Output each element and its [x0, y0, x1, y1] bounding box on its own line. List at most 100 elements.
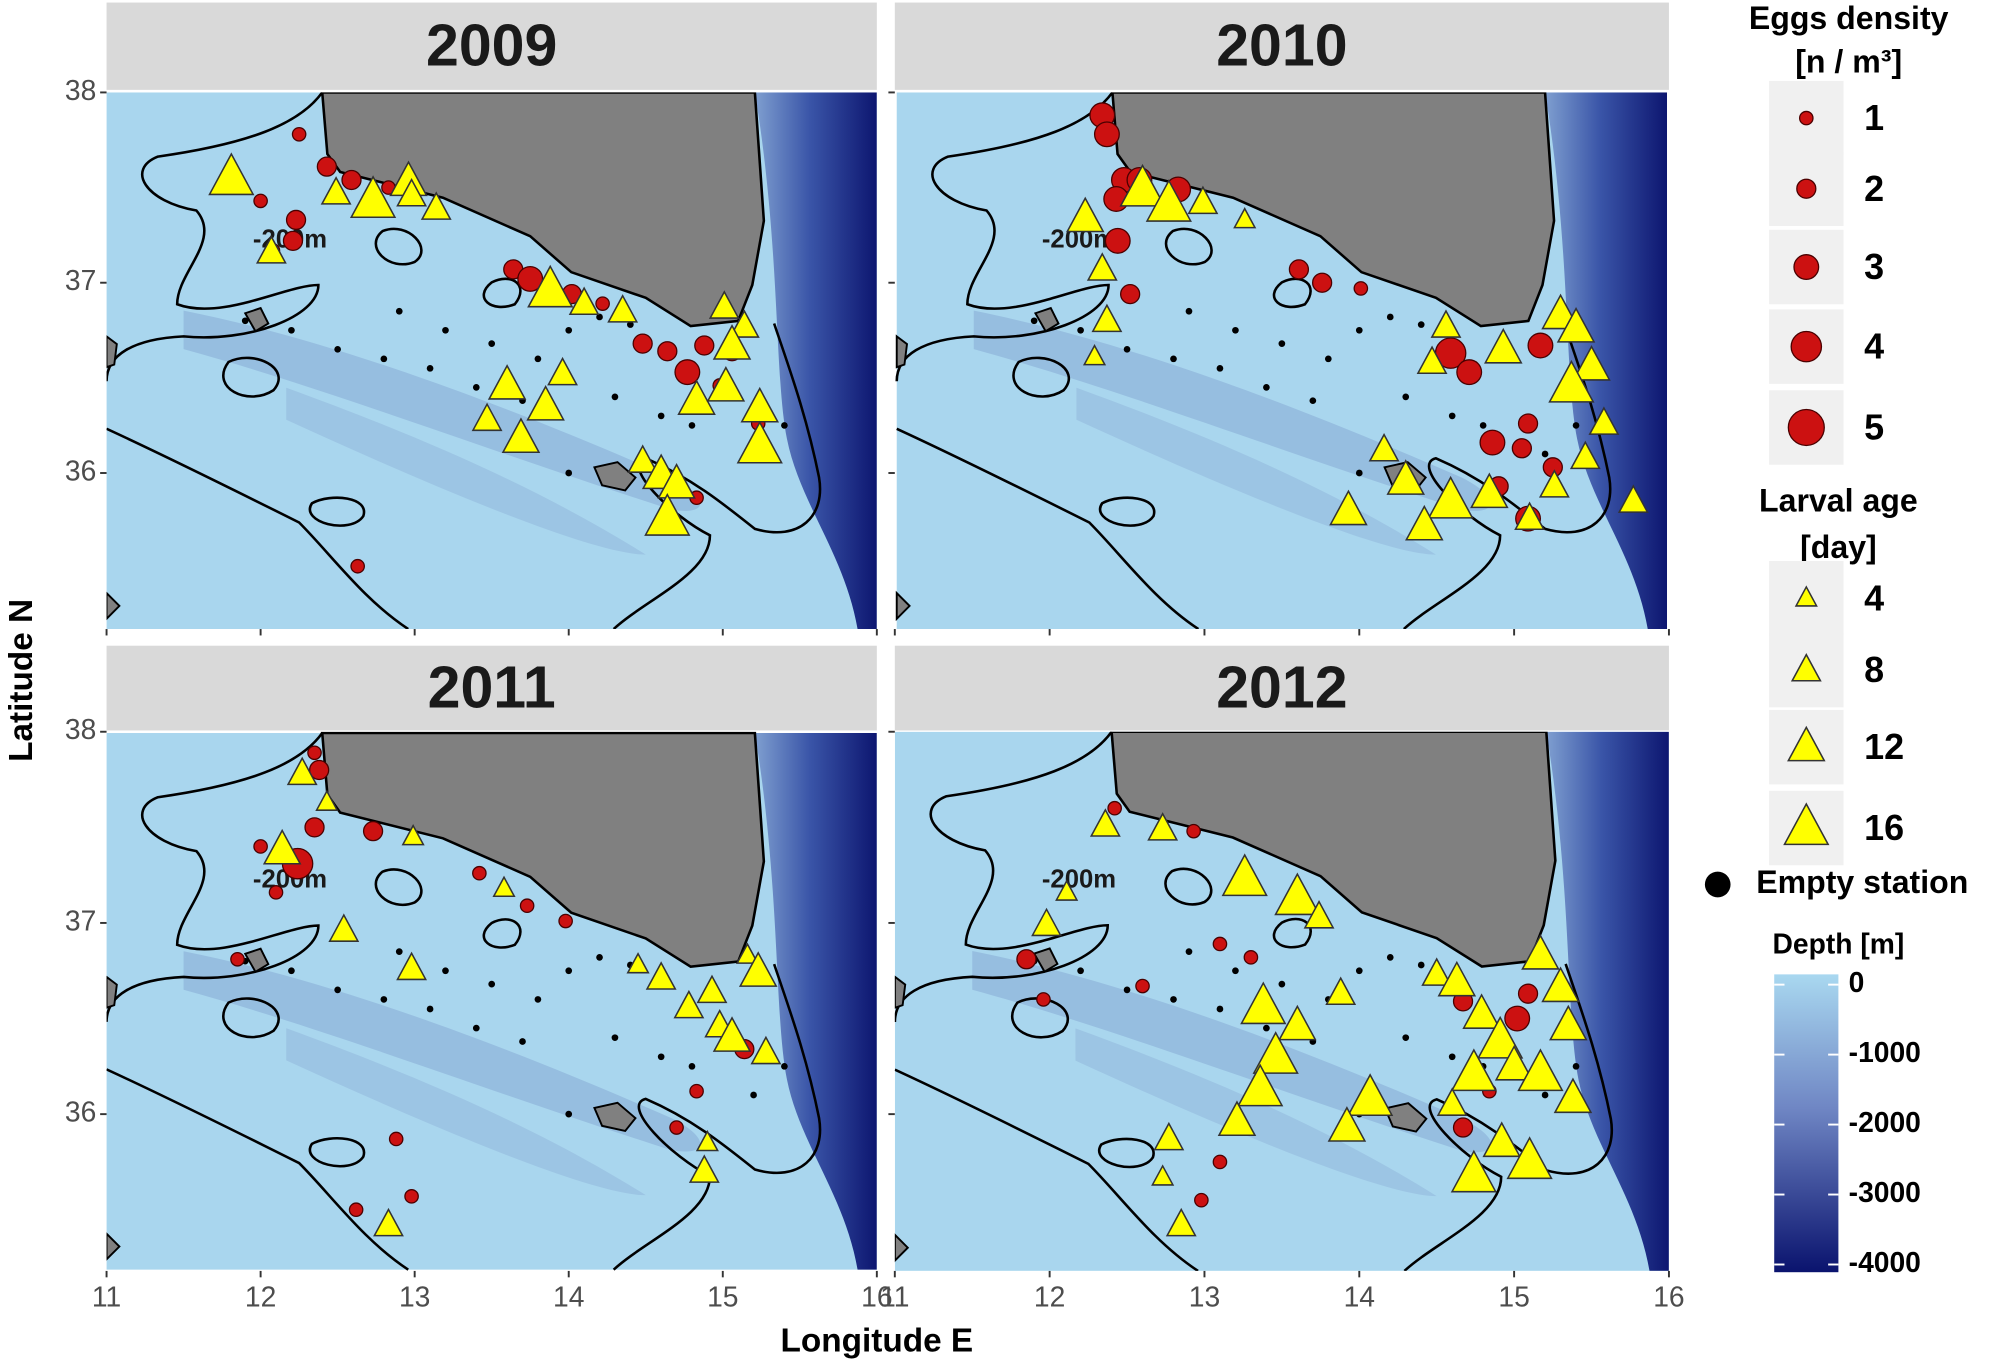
larva-point — [1031, 907, 1062, 937]
larva-point — [695, 1129, 719, 1152]
larva-point — [568, 286, 600, 316]
empty-station — [1355, 967, 1363, 975]
larva-point — [1517, 1048, 1564, 1092]
larva-point — [1165, 1207, 1197, 1237]
egg-point — [1093, 121, 1120, 148]
larva-point — [1086, 252, 1118, 281]
x-axis-title: Longitude E — [780, 1323, 973, 1360]
larva-point — [1514, 501, 1546, 531]
contour-label: -200m — [1042, 866, 1116, 894]
egg-point — [1194, 1192, 1209, 1208]
markers — [208, 126, 788, 574]
empty-station — [1232, 326, 1239, 334]
larva-point — [471, 402, 503, 432]
legend-label: 16 — [1864, 807, 1904, 848]
larva-point — [1082, 344, 1107, 366]
legend-symbol — [1796, 178, 1817, 199]
empty-station — [1077, 967, 1084, 975]
legend-label: 4 — [1864, 326, 1884, 367]
empty-station — [1185, 307, 1193, 315]
larva-point — [1421, 957, 1453, 986]
larva-point — [1549, 1004, 1588, 1041]
larva-point — [1151, 1164, 1175, 1186]
larva-point — [1221, 853, 1268, 897]
larva-point — [644, 493, 691, 536]
egg-point — [1135, 978, 1150, 994]
empty-station — [1386, 954, 1394, 961]
larva-point — [1436, 1087, 1468, 1116]
egg-point — [1511, 438, 1532, 459]
larva-point — [708, 290, 740, 319]
egg-point — [291, 126, 307, 142]
empty-station — [1216, 365, 1224, 372]
empty-station — [1541, 450, 1549, 458]
larva-point — [1572, 345, 1611, 381]
empty-station — [1123, 986, 1131, 994]
larva-point — [1091, 303, 1123, 333]
egg-point — [1456, 359, 1483, 386]
larva-point — [1494, 1044, 1534, 1081]
empty-station — [442, 967, 449, 975]
egg-point — [348, 1202, 364, 1218]
empty-station — [1402, 1034, 1410, 1041]
colorbar-label: -1000 — [1849, 1036, 1921, 1068]
empty-station — [1386, 313, 1394, 321]
larva-point — [677, 379, 716, 415]
empty-station — [488, 340, 496, 347]
larva-point — [712, 1016, 752, 1052]
empty-station — [657, 1053, 665, 1061]
empty-station — [611, 1034, 619, 1041]
empty-station — [781, 1063, 788, 1070]
empty-station — [334, 986, 341, 994]
egg-point — [1479, 429, 1506, 456]
egg-point — [632, 333, 653, 354]
legend-symbol — [1787, 725, 1826, 762]
empty-station — [1417, 961, 1425, 969]
larva-point — [1237, 1063, 1284, 1107]
y-tick-label: 38 — [65, 74, 96, 106]
empty-station — [1479, 422, 1487, 429]
larva-point — [262, 828, 302, 865]
x-tick-label: 16 — [1653, 1281, 1684, 1313]
empty-station — [688, 422, 696, 429]
larva-point — [1240, 981, 1287, 1025]
empty-station — [1263, 384, 1270, 391]
panel: -200m — [894, 731, 1669, 1271]
y-tick-label: 37 — [65, 264, 96, 296]
larva-point — [735, 942, 759, 964]
egg-point — [388, 1131, 404, 1147]
egg-point — [1353, 281, 1369, 296]
x-tick-label: 11 — [880, 1281, 909, 1313]
egg-point — [307, 745, 322, 761]
larva-point — [607, 294, 639, 323]
empty-station — [1170, 996, 1177, 1003]
empty-station — [395, 307, 403, 315]
empty-station — [1572, 422, 1580, 429]
empty-station — [1170, 355, 1177, 363]
empty-station — [1185, 948, 1193, 955]
larva-point — [1541, 966, 1580, 1003]
basemap — [106, 731, 877, 1271]
empty-station — [596, 954, 603, 961]
panel: -200m — [106, 731, 877, 1271]
larva-point — [1217, 1100, 1257, 1137]
empty-station — [1355, 469, 1363, 477]
colorbar-label: -2000 — [1849, 1106, 1921, 1138]
egg-point — [1186, 823, 1201, 839]
empty-station — [750, 1091, 757, 1099]
larva-point — [420, 191, 452, 220]
basemap — [895, 92, 1669, 630]
facet-strip — [894, 2, 1669, 90]
y-axis-title: Latitude N — [3, 599, 40, 762]
legend-symbol — [1790, 652, 1822, 682]
colorbar-label: -3000 — [1849, 1176, 1921, 1208]
larva-point — [1153, 1121, 1185, 1151]
egg-point — [1288, 259, 1310, 280]
egg-point — [1504, 1005, 1531, 1032]
y-tick-label: 36 — [65, 1096, 96, 1128]
empty-station — [288, 326, 295, 334]
x-tick-label: 15 — [1498, 1281, 1529, 1313]
egg-point — [517, 265, 544, 292]
larva-point — [1450, 1149, 1497, 1193]
larva-point — [1252, 1031, 1299, 1074]
